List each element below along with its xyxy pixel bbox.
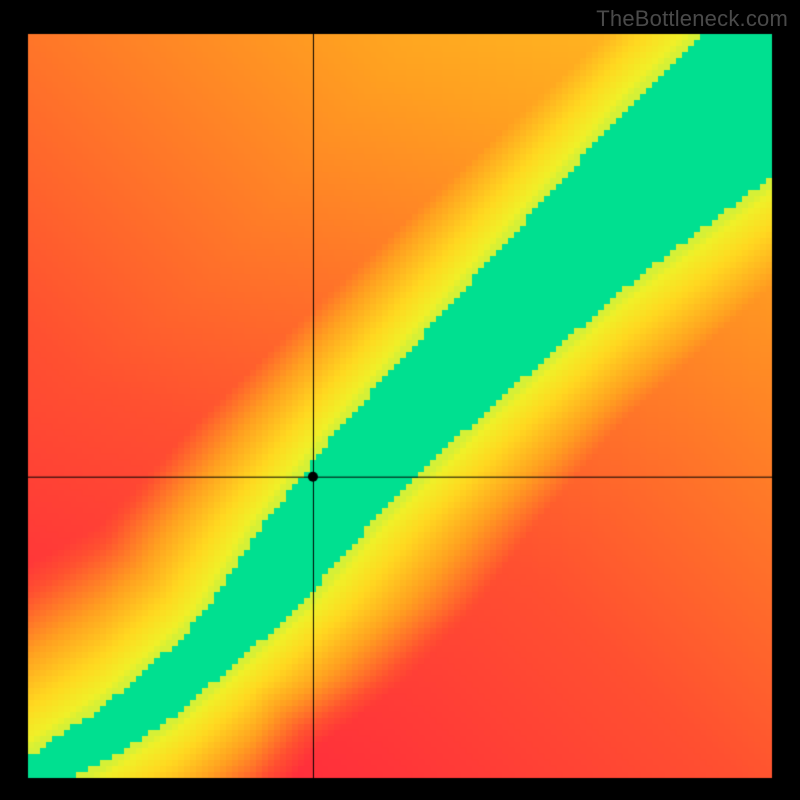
chart-container: TheBottleneck.com (0, 0, 800, 800)
watermark-label: TheBottleneck.com (596, 6, 788, 32)
heatmap-canvas (0, 0, 800, 800)
